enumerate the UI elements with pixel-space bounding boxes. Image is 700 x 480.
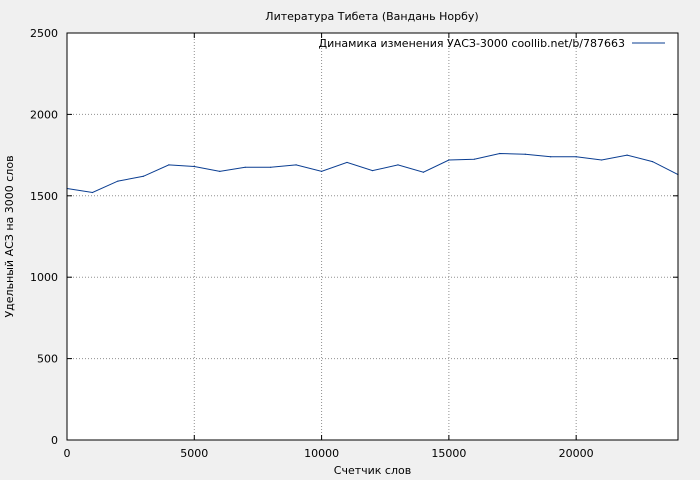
data-point <box>473 158 475 160</box>
data-point <box>91 191 94 194</box>
data-point <box>168 164 170 166</box>
x-axis-label: Счетчик слов <box>334 464 411 477</box>
data-point <box>448 159 450 161</box>
y-axis-label: Удельный АСЗ на 3000 слов <box>3 155 16 317</box>
x-tick-label: 10000 <box>304 447 339 460</box>
y-tick-label: 500 <box>37 353 58 366</box>
x-tick-label: 5000 <box>180 447 208 460</box>
data-point <box>346 161 348 164</box>
x-tick-label: 15000 <box>431 447 466 460</box>
data-point <box>244 166 246 168</box>
data-point <box>499 152 501 155</box>
data-point <box>193 165 195 168</box>
data-point <box>142 175 144 177</box>
data-point <box>422 171 425 173</box>
x-tick-label: 0 <box>64 447 71 460</box>
y-tick-label: 2000 <box>30 108 58 121</box>
y-tick-label: 1000 <box>30 271 58 284</box>
data-point <box>550 156 552 158</box>
data-point <box>626 154 628 156</box>
data-point <box>117 180 119 182</box>
data-point <box>320 170 323 172</box>
x-tick-label: 20000 <box>559 447 594 460</box>
data-point <box>397 164 399 166</box>
series-layer <box>66 152 679 194</box>
data-point <box>651 161 654 163</box>
grid-lines <box>67 33 678 440</box>
y-tick-label: 1500 <box>30 190 58 203</box>
legend: Динамика изменения УАСЗ-3000 coollib.net… <box>319 37 665 50</box>
data-point <box>601 159 603 161</box>
y-tick-label: 2500 <box>30 27 58 40</box>
data-point <box>371 169 374 172</box>
plot-frame <box>66 32 679 441</box>
data-point <box>219 170 221 172</box>
axis-ticks: 0 5000 10000 15000 20000 0 500 1000 1500 2000 2500 <box>30 27 678 460</box>
legend-label: Динамика изменения УАСЗ-3000 coollib.net… <box>319 37 626 50</box>
data-point <box>575 156 577 158</box>
data-point <box>270 166 272 168</box>
chart-title: Литература Тибета (Вандань Норбу) <box>265 10 478 23</box>
data-point <box>524 153 526 155</box>
data-point <box>295 164 297 166</box>
plot-area <box>67 33 678 440</box>
y-tick-label: 0 <box>51 434 58 447</box>
